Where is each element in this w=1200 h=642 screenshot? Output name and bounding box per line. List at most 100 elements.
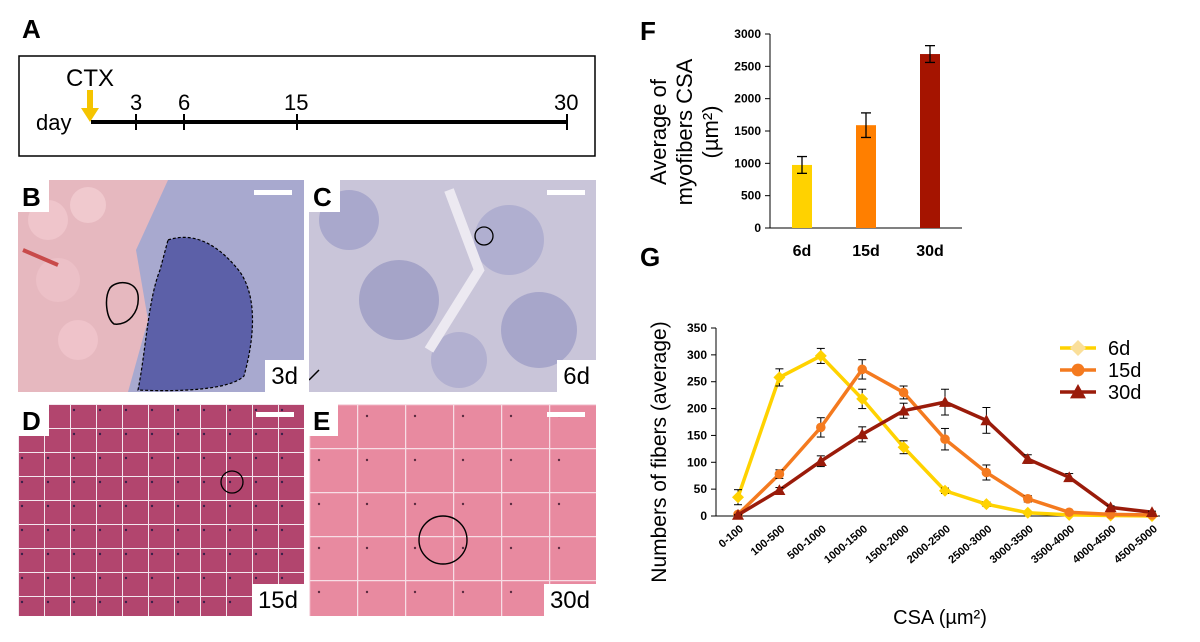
y-axis-title-line: (µm²): [698, 106, 723, 159]
x-tick-label: 4000-4500: [1071, 523, 1119, 566]
series-line: [737, 400, 1153, 517]
marker-diamond: [732, 491, 744, 504]
marker-circle: [981, 467, 992, 478]
panel-letter-a: A: [22, 14, 41, 44]
y-axis-title: Average of myofibers CSA (µm²): [646, 58, 723, 205]
timeline-label-15: 15: [284, 90, 308, 115]
y-tick-label: 2500: [734, 59, 761, 73]
marker-circle: [940, 434, 950, 444]
micrograph-c-label: 6d: [557, 360, 596, 392]
marker-triangle: [1063, 471, 1076, 483]
micrograph-b-label: 3d: [265, 360, 304, 392]
marker-diamond: [1021, 506, 1034, 519]
y-tick-label: 1500: [734, 124, 761, 138]
marker-triangle: [939, 396, 951, 407]
marker-triangle: [980, 414, 993, 426]
micrograph-d-image: [18, 404, 304, 616]
marker-circle: [1064, 507, 1074, 518]
y-tick-label: 2000: [734, 92, 761, 106]
y-tick-label: 200: [687, 402, 707, 416]
scale-bar: [547, 412, 585, 417]
x-tick-label: 6d: [793, 243, 812, 260]
marker-diamond: [897, 441, 910, 454]
x-tick-label: 15d: [852, 243, 880, 260]
y-tick-label: 3000: [734, 27, 761, 41]
marker-triangle: [1146, 506, 1158, 518]
micrograph-e-letter: E: [309, 404, 339, 436]
scale-bar: [256, 412, 294, 417]
micrograph-c: C 6d: [309, 180, 596, 392]
y-axis-title: Numbers of fibers (average): [648, 321, 671, 582]
micrograph-e: E 30d: [309, 404, 596, 616]
y-tick-label: 500: [741, 189, 761, 203]
x-tick-label: 4500-5000: [1112, 523, 1160, 566]
scale-bar: [254, 190, 292, 195]
micrograph-e-label: 30d: [543, 584, 596, 616]
marker-diamond: [1070, 340, 1086, 356]
marker-diamond: [939, 484, 951, 497]
timeline-day-label: day: [36, 110, 71, 135]
y-axis-title-line: Average of: [646, 78, 671, 185]
marker-triangle: [1104, 501, 1117, 513]
micrograph-b-image: [18, 180, 304, 392]
x-tick-label: 3500-4000: [1029, 523, 1077, 566]
bar-chart-f: 0 500 1000 1500 2000 2500 3000 6d 15d 30d Average …: [646, 27, 962, 260]
marker-circle: [1023, 494, 1033, 504]
x-tick-label: 2500-3000: [946, 523, 994, 566]
marker-diamond: [773, 371, 786, 384]
ctx-arrow-icon: [81, 90, 99, 122]
series-30d: [732, 388, 1158, 520]
micrograph-c-letter: C: [309, 180, 340, 212]
bar-30d: [920, 54, 940, 229]
legend-label: 30d: [1108, 382, 1141, 404]
legend-label: 15d: [1108, 360, 1141, 382]
marker-circle: [774, 469, 785, 479]
x-tick-label: 1500-2000: [864, 523, 912, 566]
y-tick-label: 0: [700, 509, 707, 523]
y-tick-label: 150: [687, 428, 707, 442]
panel-letter-g: G: [640, 242, 661, 272]
timeline-label-3: 3: [130, 90, 142, 115]
x-tick-label: 30d: [916, 243, 944, 260]
legend-label: 6d: [1108, 338, 1130, 360]
micrograph-d-letter: D: [18, 404, 49, 436]
x-tick-label: 3000-3500: [988, 523, 1036, 566]
x-axis-title: CSA (µm²): [893, 607, 987, 629]
micrograph-e-image: [309, 404, 596, 616]
y-tick-label: 100: [687, 455, 707, 469]
bar-6d: [792, 164, 812, 228]
x-tick-label: 1000-1500: [822, 523, 870, 566]
y-tick-label: 0: [754, 221, 761, 235]
marker-triangle: [897, 404, 910, 416]
x-tick-label: 2000-2500: [905, 523, 953, 566]
timeline-label-6: 6: [178, 90, 190, 115]
y-tick-label: 300: [687, 348, 707, 362]
marker-diamond: [980, 498, 993, 511]
marker-circle: [1071, 363, 1085, 377]
marker-triangle: [814, 455, 827, 467]
x-tick-label: 0-100: [717, 523, 746, 550]
scale-bar: [547, 190, 585, 195]
marker-diamond: [856, 392, 869, 405]
marker-triangle: [1070, 384, 1086, 399]
micrograph-b-letter: B: [18, 180, 49, 212]
y-tick-label: 350: [687, 321, 707, 335]
marker-circle: [816, 422, 826, 433]
marker-diamond: [814, 349, 827, 362]
x-tick-label: 100-500: [749, 523, 788, 558]
panel-letter-f: F: [640, 16, 656, 46]
y-tick-label: 1000: [734, 156, 761, 170]
y-tick-label: 250: [687, 375, 707, 389]
marker-circle: [857, 364, 867, 375]
micrograph-c-image: [309, 180, 596, 392]
bar-15d: [856, 125, 876, 228]
marker-triangle: [732, 508, 744, 520]
timeline-frame: [18, 55, 596, 157]
marker-circle: [898, 387, 909, 398]
marker-triangle: [856, 428, 869, 440]
marker-triangle: [1021, 453, 1034, 464]
y-axis-title-line: myofibers CSA: [672, 58, 697, 205]
micrograph-d: D 15d: [18, 404, 304, 616]
